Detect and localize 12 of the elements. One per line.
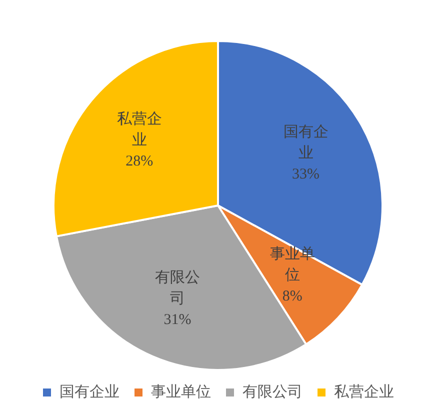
slice-label: 私营企业	[116, 110, 162, 148]
legend-label: 私营企业	[334, 382, 394, 400]
slice-label: 事业单位	[270, 245, 315, 284]
data-label: 33%	[292, 166, 320, 183]
slice-label: 有限公司	[154, 269, 200, 308]
data-label: 28%	[126, 153, 154, 170]
legend-label: 事业单位	[151, 382, 211, 400]
data-label: 31%	[164, 312, 192, 328]
legend-label: 有限公司	[242, 382, 302, 400]
legend-label: 国有企业	[60, 382, 120, 400]
data-label: 8%	[282, 288, 302, 304]
slice-label: 国有企业	[283, 124, 328, 162]
